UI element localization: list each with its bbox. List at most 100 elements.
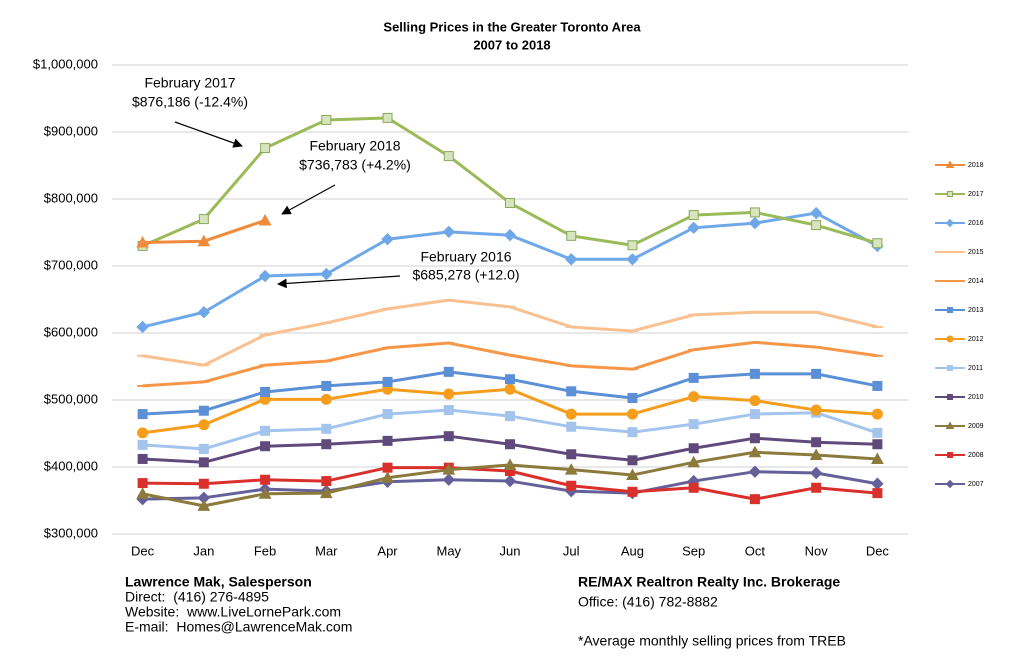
marker <box>627 240 638 251</box>
footer-text: RE/MAX Realtron Realty Inc. Brokerage <box>578 574 840 590</box>
marker <box>260 441 271 452</box>
marker <box>260 143 271 154</box>
marker <box>198 405 209 416</box>
marker <box>260 474 271 485</box>
chart-title: Selling Prices in the Greater Toronto Ar… <box>383 19 641 34</box>
marker <box>626 253 639 266</box>
y-tick-label: $400,000 <box>44 458 98 473</box>
marker <box>197 499 211 511</box>
marker <box>566 421 577 432</box>
marker <box>565 408 577 420</box>
marker <box>627 455 638 466</box>
marker <box>197 306 211 319</box>
marker <box>945 421 955 429</box>
marker <box>947 452 953 458</box>
marker <box>947 307 953 313</box>
marker <box>321 439 332 450</box>
marker <box>198 214 209 225</box>
marker <box>566 386 577 397</box>
marker <box>871 408 883 420</box>
legend-label: 2013 <box>968 307 984 314</box>
marker <box>809 448 823 460</box>
marker <box>443 151 454 162</box>
x-tick-label: Jan <box>193 543 214 558</box>
annotation: February 2016 <box>420 249 511 265</box>
marker <box>442 463 456 475</box>
marker <box>136 320 149 334</box>
marker <box>566 480 577 491</box>
marker <box>321 423 332 434</box>
marker <box>947 365 953 371</box>
marker <box>688 372 699 383</box>
marker <box>321 476 332 487</box>
legend-label: 2016 <box>968 220 984 227</box>
marker <box>811 368 822 379</box>
marker <box>688 210 699 221</box>
annotation: February 2018 <box>309 138 400 154</box>
marker <box>946 335 954 343</box>
marker <box>947 394 953 400</box>
legend-label: 2017 <box>968 191 984 198</box>
marker <box>260 386 271 397</box>
legend-label: 2009 <box>968 423 984 430</box>
marker <box>321 380 332 391</box>
marker <box>871 477 884 490</box>
marker <box>945 479 955 489</box>
marker <box>687 455 701 468</box>
marker <box>443 405 454 416</box>
marker <box>258 487 272 499</box>
marker <box>627 486 638 497</box>
marker <box>258 213 272 226</box>
marker <box>503 458 517 470</box>
marker <box>627 392 638 403</box>
marker <box>872 238 883 249</box>
marker <box>504 383 516 395</box>
marker <box>505 198 515 209</box>
x-tick-label: May <box>436 543 461 558</box>
marker <box>442 225 455 239</box>
marker <box>443 388 455 400</box>
marker <box>320 393 332 405</box>
x-tick-label: Aug <box>621 543 644 558</box>
marker <box>749 368 760 379</box>
marker <box>626 468 639 481</box>
marker <box>198 443 209 454</box>
annotation-arrow <box>174 121 243 148</box>
x-tick-label: Feb <box>254 543 276 558</box>
marker <box>809 206 823 220</box>
y-tick-label: $600,000 <box>44 324 98 339</box>
marker <box>749 409 760 420</box>
marker <box>198 419 210 431</box>
marker <box>687 221 700 235</box>
marker <box>382 112 393 123</box>
marker <box>382 435 393 446</box>
footer-text: Lawrence Mak, Salesperson <box>125 574 312 590</box>
x-tick-label: Dec <box>131 543 155 558</box>
marker <box>564 463 578 475</box>
marker <box>137 453 148 464</box>
footer-text: Direct: (416) 276-4895 <box>125 589 269 605</box>
chart-subtitle: 2007 to 2018 <box>473 37 550 52</box>
marker <box>626 408 638 420</box>
legend-label: 2007 <box>968 481 984 488</box>
annotation-arrow <box>281 184 336 215</box>
y-tick-label: $700,000 <box>44 257 98 272</box>
legend-label: 2010 <box>968 394 984 401</box>
marker <box>688 443 699 454</box>
marker <box>382 409 393 420</box>
marker <box>320 267 333 281</box>
marker <box>748 465 762 478</box>
marker <box>945 218 955 228</box>
legend-label: 2018 <box>968 162 984 169</box>
x-tick-label: Nov <box>805 543 829 558</box>
marker <box>443 366 454 377</box>
annotation: $876,186 (-12.4%) <box>132 94 248 110</box>
x-tick-label: Dec <box>866 543 890 558</box>
x-tick-label: Oct <box>745 543 766 558</box>
marker <box>871 452 884 464</box>
marker <box>136 487 149 499</box>
marker <box>748 216 762 230</box>
annotation-arrow <box>277 275 401 289</box>
y-tick-label: $800,000 <box>44 190 98 205</box>
